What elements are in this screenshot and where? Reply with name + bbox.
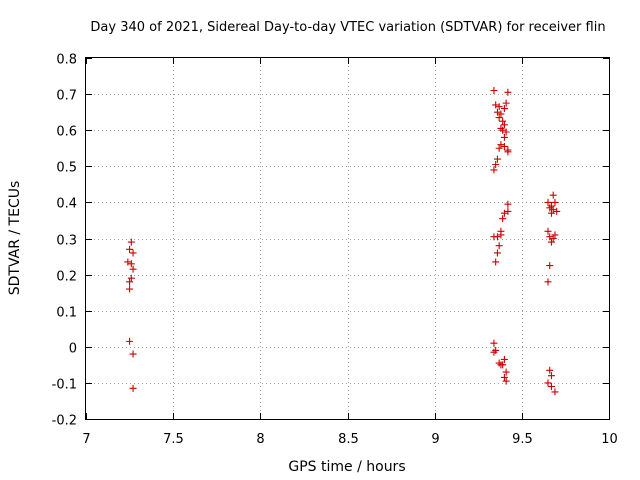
data-point	[495, 103, 503, 111]
x-tick-label: 9.5	[512, 432, 533, 447]
data-point	[547, 209, 555, 217]
x-tick-label: 10	[601, 432, 618, 447]
data-point	[504, 88, 512, 96]
data-point	[492, 258, 500, 266]
data-point	[126, 278, 134, 286]
data-point	[504, 207, 512, 215]
x-tick-label: 7	[82, 432, 90, 447]
data-point	[544, 278, 552, 286]
data-point	[544, 198, 552, 206]
data-point	[502, 377, 510, 385]
grid-lines	[86, 58, 609, 419]
data-point	[500, 209, 508, 217]
data-point	[547, 383, 555, 391]
data-point	[546, 204, 554, 212]
data-point	[547, 372, 555, 380]
y-tick-label: 0.2	[56, 270, 77, 285]
data-point	[497, 141, 505, 149]
data-point	[493, 233, 501, 241]
x-tick-labels: 7 7.5 8 8.5 9 9.5 10	[82, 432, 617, 447]
data-point	[490, 339, 498, 347]
data-point	[546, 233, 554, 241]
data-point	[129, 265, 137, 273]
data-point	[500, 142, 508, 150]
data-point	[551, 388, 559, 396]
data-point	[551, 231, 559, 239]
data-point	[544, 227, 552, 235]
data-point	[502, 128, 510, 136]
data-point	[497, 231, 505, 239]
data-point	[127, 238, 135, 246]
data-point	[500, 133, 508, 141]
y-tick-label: 0.7	[56, 89, 77, 104]
data-point	[502, 368, 510, 376]
data-point	[126, 285, 134, 293]
data-point	[500, 105, 508, 113]
data-point	[553, 207, 561, 215]
data-point	[551, 198, 559, 206]
y-tick-label: 0.5	[56, 161, 77, 176]
data-point	[127, 274, 135, 282]
data-point	[546, 262, 554, 270]
data-point	[129, 384, 137, 392]
y-tick-label: -0.2	[52, 414, 77, 429]
data-point	[502, 99, 510, 107]
data-point	[129, 350, 137, 358]
y-tick-label: 0.4	[56, 197, 77, 212]
data-point	[124, 258, 132, 266]
data-point	[547, 202, 555, 210]
data-point	[492, 101, 500, 109]
data-point	[500, 355, 508, 363]
axis-ticks	[86, 58, 610, 420]
x-tick-label: 9	[431, 432, 439, 447]
data-point	[499, 361, 507, 369]
y-tick-label: 0.3	[56, 234, 77, 249]
data-point	[495, 114, 503, 122]
data-point	[493, 249, 501, 257]
data-point	[490, 348, 498, 356]
data-point	[492, 160, 500, 168]
data-point	[495, 144, 503, 152]
y-tick-label: 0.6	[56, 125, 77, 140]
data-point	[549, 206, 557, 214]
data-point	[499, 215, 507, 223]
y-tick-label: 0	[69, 342, 77, 357]
data-point	[500, 373, 508, 381]
x-tick-label: 7.5	[163, 432, 184, 447]
data-point	[544, 379, 552, 387]
data-point	[549, 235, 557, 242]
data-point	[495, 242, 503, 250]
data-point	[499, 117, 507, 125]
y-tick-label: -0.1	[52, 378, 77, 393]
y-tick-label: 0.1	[56, 306, 77, 321]
data-point	[495, 359, 503, 367]
data-point	[493, 108, 501, 116]
data-point	[546, 366, 554, 374]
x-tick-label: 8	[256, 432, 264, 447]
data-point	[126, 337, 134, 345]
y-tick-labels: -0.2 -0.1 0 0.1 0.2 0.3 0.4 0.5 0.6 0.7 0.8	[52, 53, 77, 429]
plot-frame	[85, 57, 610, 420]
data-point	[129, 249, 137, 257]
y-tick-label: 0.8	[56, 53, 77, 68]
x-axis-label: GPS time / hours	[288, 459, 405, 475]
data-point	[499, 126, 507, 134]
data-point	[493, 155, 501, 163]
data-point	[490, 166, 498, 174]
data-point	[127, 260, 135, 268]
data-point	[500, 121, 508, 129]
data-point	[547, 238, 555, 246]
data-point	[126, 245, 134, 253]
chart-title: Day 340 of 2021, Sidereal Day-to-day VTE…	[90, 20, 605, 35]
x-tick-label: 8.5	[338, 432, 359, 447]
data-point	[490, 86, 498, 94]
data-point	[549, 191, 557, 199]
y-axis-label: SDTVAR / TECUs	[7, 181, 23, 296]
data-point	[504, 200, 512, 208]
data-point	[497, 110, 505, 118]
data-points	[124, 86, 561, 396]
data-point	[504, 148, 512, 156]
